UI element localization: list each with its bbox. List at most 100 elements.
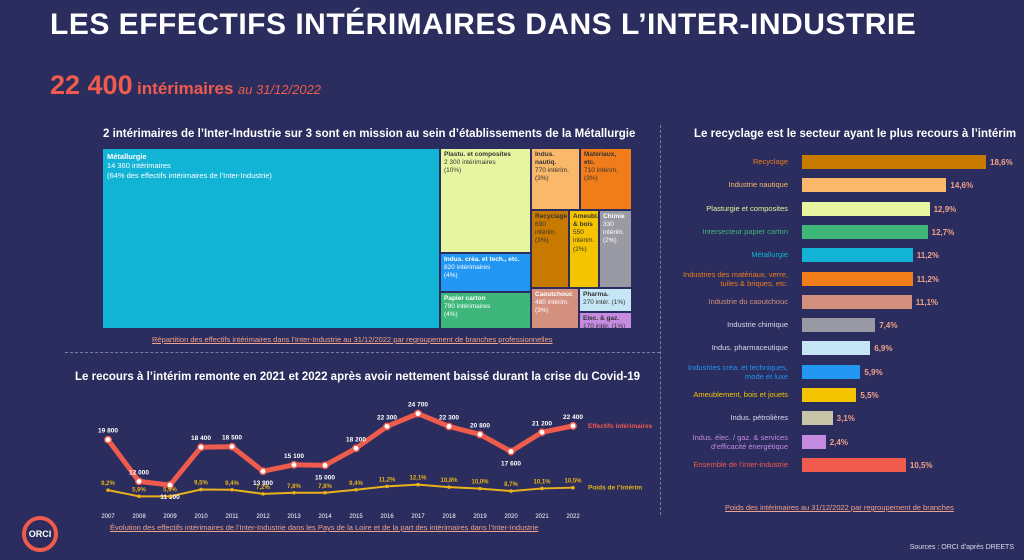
total-headline: 22 400 intérimaires au 31/12/2022 bbox=[50, 70, 321, 101]
point-effectifs bbox=[166, 481, 174, 490]
bar-category-label: Industrie chimique bbox=[727, 320, 788, 330]
point-effectifs bbox=[538, 428, 546, 437]
bar-category-label: Ameublement, bois et jouets bbox=[693, 390, 788, 399]
bar bbox=[802, 294, 912, 309]
data-label-poids: 10,1% bbox=[533, 479, 551, 485]
treemap-cell-name: Caoutchouc bbox=[535, 291, 573, 298]
bar-value-label: 14,6% bbox=[950, 181, 974, 191]
bar bbox=[802, 155, 986, 169]
bar-category-label: Industrie du caoutchouc bbox=[708, 296, 788, 306]
point-effectifs bbox=[352, 444, 360, 453]
treemap-cell-name: Elec. & gaz. bbox=[583, 315, 620, 322]
treemap-cell-name: Matériaux, etc. bbox=[584, 151, 617, 167]
bar-category-label: Métallurgie bbox=[751, 250, 788, 260]
data-label-poids: 9,2% bbox=[101, 481, 115, 487]
bar bbox=[802, 271, 913, 286]
bar-category-label: Industries créa. et techniques, mode et … bbox=[687, 362, 788, 381]
bar-value-label: 11,2% bbox=[916, 251, 940, 261]
treemap-cell-value: 330 intérim. bbox=[603, 221, 625, 237]
data-label-effectifs: 21 200 bbox=[532, 420, 552, 427]
point-poids bbox=[137, 494, 141, 499]
point-poids bbox=[292, 490, 296, 495]
treemap-cell: Indus. nautiq. 770 intérim. (3%) bbox=[531, 148, 580, 210]
bar bbox=[802, 388, 857, 402]
treemap-cell-value: 2 300 intérimaires bbox=[444, 159, 496, 167]
bar-value-label: 10,5% bbox=[909, 460, 933, 470]
bar bbox=[802, 364, 861, 379]
bar-value-label: 11,2% bbox=[916, 274, 940, 284]
series-line-effectifs bbox=[105, 411, 574, 488]
bar-category-label: Indus. pétrolières bbox=[730, 413, 788, 423]
data-label-effectifs: 18 400 bbox=[191, 435, 211, 442]
treemap: Métallurgie 14 360 intérimaires (64% des e… bbox=[102, 148, 632, 329]
point-effectifs bbox=[414, 409, 422, 418]
bar-category-label: Ensemble de l’inter-industrie bbox=[693, 459, 788, 469]
bar-value-label: 6,9% bbox=[874, 344, 893, 354]
bar-value-label: 18,6% bbox=[990, 158, 1013, 167]
point-effectifs bbox=[383, 422, 391, 431]
x-tick-label: 2020 bbox=[504, 514, 518, 520]
data-label-poids: 7,2% bbox=[256, 485, 270, 491]
point-effectifs bbox=[445, 422, 453, 431]
bar-value-label: 2,4% bbox=[829, 437, 848, 447]
data-label-effectifs: 15 100 bbox=[284, 453, 304, 460]
treemap-cell: Métallurgie 14 360 intérimaires (64% des e… bbox=[102, 148, 440, 329]
treemap-cell: Pharma. 270 intér. (1%) bbox=[579, 288, 632, 312]
point-poids bbox=[478, 486, 482, 491]
point-effectifs bbox=[569, 421, 577, 430]
treemap-cell-value: 690 intérim. bbox=[535, 221, 557, 237]
bar-category-label: Intersecteur papier carton bbox=[702, 226, 788, 236]
treemap-title: 2 intérimaires de l’Inter-Industrie sur … bbox=[103, 128, 636, 140]
point-poids bbox=[230, 487, 234, 492]
point-poids bbox=[416, 482, 420, 487]
bar-category-label: Plasturgie et composites bbox=[706, 203, 788, 213]
treemap-cell-name: Papier carton bbox=[444, 295, 486, 302]
point-poids bbox=[571, 485, 575, 490]
treemap-cell-name: Pharma. bbox=[583, 291, 609, 298]
data-label-effectifs: 17 600 bbox=[501, 460, 521, 467]
treemap-cell: Caoutchouc 480 intérim. (3%) bbox=[531, 288, 579, 329]
x-tick-label: 2017 bbox=[411, 514, 425, 520]
data-label-poids: 5,9% bbox=[132, 487, 146, 493]
treemap-cell-value: 770 intérim. bbox=[535, 167, 569, 175]
treemap-cell-name: Ameubl. & bois bbox=[573, 213, 599, 229]
line-chart-caption: Évolution des effectifs intérimaires de … bbox=[110, 523, 539, 532]
treemap-cell-value: 270 intér. (1%) bbox=[583, 299, 626, 307]
treemap-cell: Matériaux, etc. 710 intérim. (3%) bbox=[580, 148, 632, 210]
data-label-effectifs: 15 000 bbox=[315, 474, 335, 481]
bar bbox=[802, 318, 876, 333]
treemap-cell-name: Recyclage bbox=[535, 213, 568, 220]
bar bbox=[802, 224, 928, 239]
point-poids bbox=[168, 494, 172, 499]
page-title: LES EFFECTIFS INTÉRIMAIRES DANS L’INTER-… bbox=[50, 8, 917, 41]
treemap-cell-name: Métallurgie bbox=[107, 152, 147, 161]
horizontal-separator bbox=[65, 352, 660, 353]
treemap-cell-value: 790 intérimaires bbox=[444, 303, 491, 311]
treemap-cell: Chimie 330 intérim. (2%) bbox=[599, 210, 632, 288]
point-effectifs bbox=[228, 442, 236, 451]
data-label-poids: 5,9% bbox=[163, 487, 177, 493]
x-tick-label: 2011 bbox=[226, 514, 240, 520]
x-tick-label: 2010 bbox=[194, 514, 208, 520]
x-tick-label: 2013 bbox=[287, 514, 301, 520]
treemap-cell-value: 170 intér. (1%) bbox=[583, 323, 626, 329]
data-label-effectifs: 13 900 bbox=[253, 480, 273, 487]
point-poids bbox=[106, 488, 110, 492]
data-label-poids: 7,8% bbox=[287, 484, 301, 490]
data-label-poids: 10,0% bbox=[471, 480, 489, 486]
point-effectifs bbox=[321, 461, 329, 470]
treemap-cell-name: Indus. nautiq. bbox=[535, 151, 557, 167]
treemap-cell-value: (4%) bbox=[444, 311, 458, 319]
data-label-poids: 11,2% bbox=[379, 477, 396, 483]
data-label-effectifs: 19 800 bbox=[98, 428, 118, 435]
treemap-cell-value: 550 intérim. bbox=[573, 229, 595, 245]
treemap-caption: Répartition des effectifs intérimaires d… bbox=[152, 335, 553, 344]
treemap-cell: Indus. créa. et tech., etc. 820 intérimai… bbox=[440, 253, 531, 292]
point-effectifs bbox=[476, 430, 484, 439]
x-tick-label: 2016 bbox=[380, 514, 394, 520]
orci-logo: ORCI bbox=[22, 516, 58, 552]
treemap-cell-name: Chimie bbox=[603, 213, 625, 220]
point-poids bbox=[323, 490, 327, 495]
treemap-cell-value: 820 intérimaires bbox=[444, 264, 491, 272]
